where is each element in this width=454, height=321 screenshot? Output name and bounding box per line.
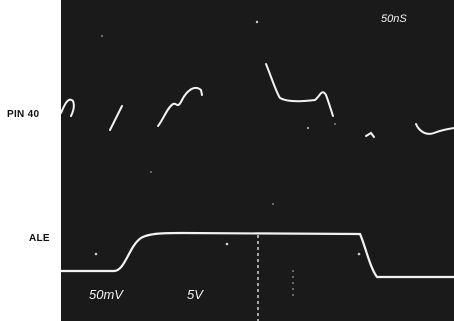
ale-channel-label: ALE: [29, 233, 50, 244]
ch2-scale-readout: 5V: [187, 287, 203, 302]
pin40-trace: [61, 63, 454, 138]
oscilloscope-screen: 50nS 50mV 5V: [61, 0, 454, 321]
pin40-channel-label: PIN 40: [7, 109, 40, 120]
timebase-readout: 50nS: [381, 13, 407, 25]
ch1-scale-readout: 50mV: [89, 287, 123, 302]
oscilloscope-display: [61, 20, 454, 321]
screen-noise: [94, 20, 361, 256]
ale-trace: [61, 231, 454, 279]
